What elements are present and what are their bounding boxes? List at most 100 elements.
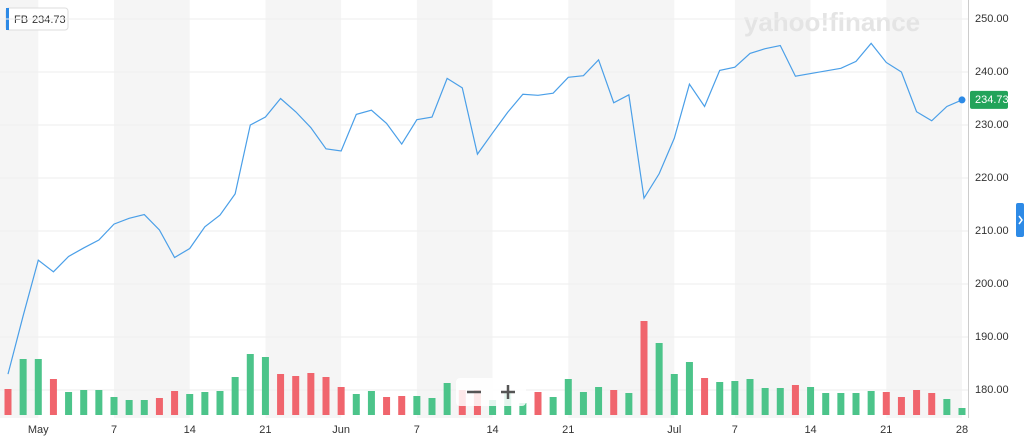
x-tick-label: Jul xyxy=(667,424,681,436)
week-band xyxy=(886,0,962,418)
volume-bar xyxy=(171,391,179,415)
volume-bar xyxy=(19,359,27,415)
x-tick-label: 14 xyxy=(184,424,196,436)
volume-bar xyxy=(125,400,133,415)
zoom-in[interactable] xyxy=(501,385,515,399)
volume-bar xyxy=(534,392,542,415)
x-tick-label: 28 xyxy=(956,424,968,436)
volume-bar xyxy=(201,392,209,415)
volume-bar xyxy=(277,374,285,415)
volume-bar xyxy=(413,396,421,415)
y-tick-label: 240.00 xyxy=(975,66,1009,78)
y-tick-label: 200.00 xyxy=(975,278,1009,290)
week-band xyxy=(265,0,342,418)
volume-bar xyxy=(716,382,724,415)
volume-bar xyxy=(519,403,527,415)
volume-bar xyxy=(943,399,951,415)
volume-bar xyxy=(231,377,239,415)
volume-bar xyxy=(65,392,73,415)
volume-bar xyxy=(685,362,693,415)
volume-bar xyxy=(776,388,784,415)
volume-bar xyxy=(549,397,557,415)
y-tick-label: 250.00 xyxy=(975,13,1009,25)
x-tick-label: 7 xyxy=(111,424,117,436)
volume-bar xyxy=(761,388,769,415)
zoom-controls xyxy=(456,378,526,406)
volume-bar xyxy=(337,387,345,415)
x-tick-label: 14 xyxy=(804,424,816,436)
price-tag xyxy=(970,90,1008,109)
volume-bar xyxy=(261,357,269,415)
volume-bar xyxy=(579,392,587,415)
volume-bar xyxy=(625,393,633,415)
zoom-box xyxy=(456,378,526,406)
price-tag-label: 234.73 xyxy=(975,94,1009,106)
x-tick-label: 21 xyxy=(259,424,271,436)
volume-bar xyxy=(564,379,572,415)
week-band xyxy=(734,0,811,418)
volume-bar xyxy=(670,374,678,415)
background xyxy=(0,0,962,418)
volume-bar xyxy=(882,392,890,415)
price-line xyxy=(7,42,963,375)
volume-bar xyxy=(489,400,497,415)
volume-bar xyxy=(186,394,194,415)
volume-bar xyxy=(398,396,406,415)
volume-bar xyxy=(791,385,799,415)
volume-bar xyxy=(95,390,103,415)
x-tick-label: Jun xyxy=(332,424,350,436)
side-tab[interactable] xyxy=(1016,203,1024,237)
volume-bar xyxy=(701,378,709,415)
volume-bar xyxy=(837,393,845,415)
volume-bar xyxy=(307,373,315,415)
y-tick-label: 180.00 xyxy=(975,384,1009,396)
volume-bar xyxy=(140,400,148,415)
y-tick-label: 190.00 xyxy=(975,331,1009,343)
volume-bar xyxy=(246,354,254,415)
volume-bar xyxy=(34,359,42,415)
volume-bar xyxy=(867,391,875,415)
volume-bar xyxy=(428,398,436,415)
badge-price: 234.73 xyxy=(32,14,66,26)
side-tab-arrow xyxy=(1018,215,1023,225)
volume-bar xyxy=(292,376,300,415)
volume-bar xyxy=(822,393,830,415)
volume-bar xyxy=(746,379,754,415)
last-point xyxy=(958,96,966,104)
volume-bar xyxy=(352,394,360,415)
volume-bar xyxy=(367,391,375,415)
volume-bar xyxy=(110,397,118,415)
x-tick-label: May xyxy=(28,424,49,436)
volume-bar xyxy=(655,343,663,415)
volume-bar xyxy=(958,408,966,415)
volume-bar xyxy=(852,393,860,415)
badge-ticker: FB xyxy=(14,14,28,26)
watermark: yahoo!finance xyxy=(744,7,920,37)
volume-bar xyxy=(610,390,618,415)
volume-bar xyxy=(731,381,739,415)
volume-bar xyxy=(322,377,330,415)
x-tick-label: 14 xyxy=(486,424,498,436)
x-tick-label: 21 xyxy=(880,424,892,436)
x-tick-label: 21 xyxy=(562,424,574,436)
volume-bar xyxy=(807,387,815,415)
volume-bar xyxy=(595,387,603,415)
x-tick-label: 7 xyxy=(414,424,420,436)
volume-bar xyxy=(913,390,921,415)
volume-bar xyxy=(4,389,12,415)
volume-bar xyxy=(49,379,57,415)
y-tick-label: 220.00 xyxy=(975,172,1009,184)
volume-bar xyxy=(383,397,391,415)
week-band xyxy=(0,0,39,418)
volume-bar xyxy=(80,390,88,415)
volume-bar xyxy=(155,398,163,415)
x-tick-label: 7 xyxy=(732,424,738,436)
y-tick-label: 230.00 xyxy=(975,119,1009,131)
volume-bar xyxy=(443,383,451,415)
week-band xyxy=(416,0,493,418)
volume-bar xyxy=(216,391,224,415)
y-tick-label: 210.00 xyxy=(975,225,1009,237)
volume-bar xyxy=(928,393,936,415)
week-band xyxy=(114,0,190,418)
